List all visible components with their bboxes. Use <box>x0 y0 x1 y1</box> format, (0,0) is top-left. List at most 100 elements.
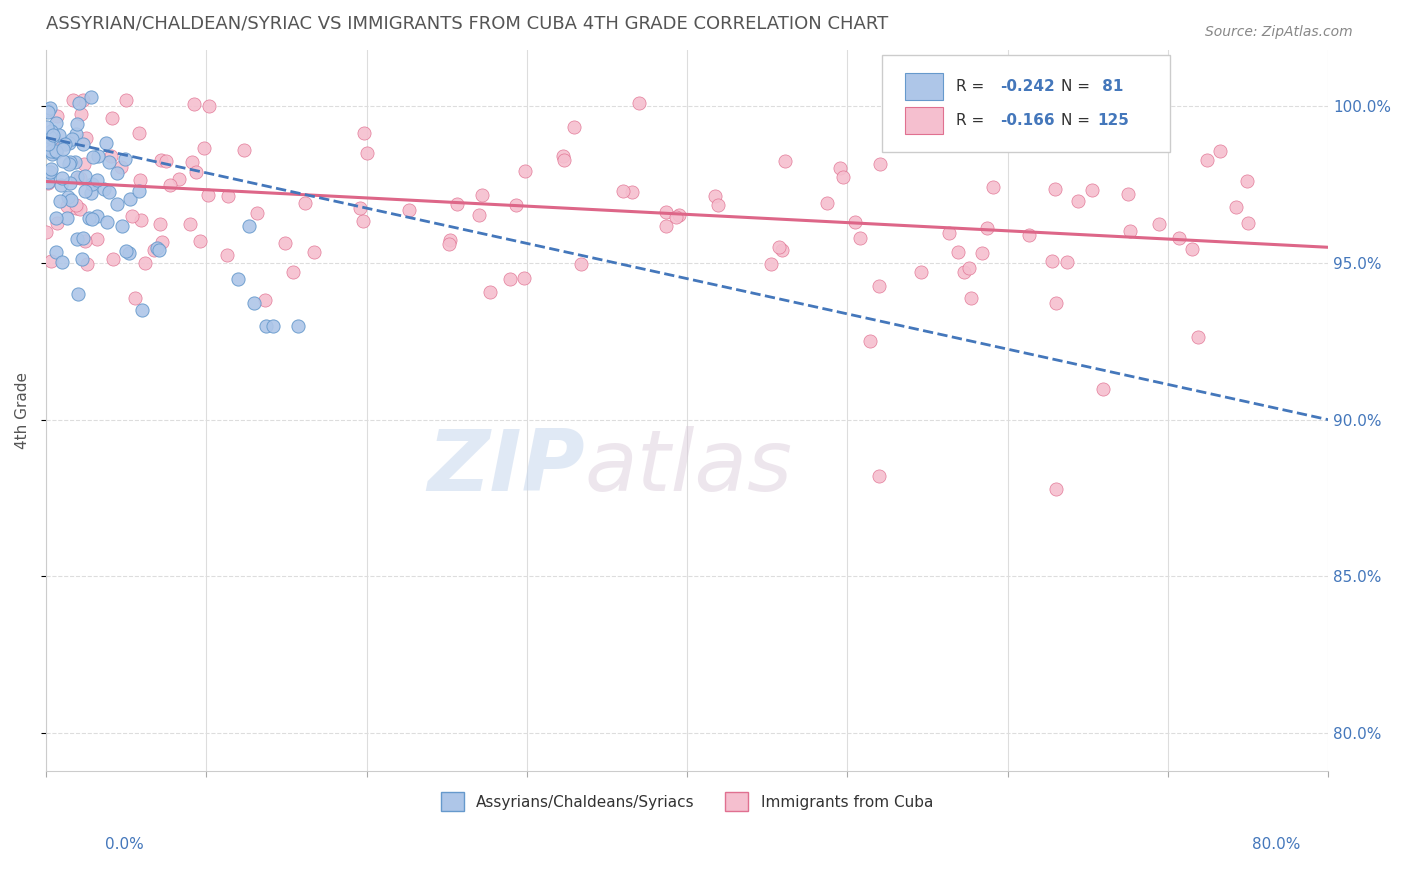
Point <box>39 101 62 115</box>
Point <box>37 175 59 189</box>
Point <box>957 260 980 275</box>
Point <box>51 142 73 156</box>
Point <box>287 318 309 333</box>
Point <box>82 150 104 164</box>
Point <box>128 173 150 187</box>
Point <box>114 93 136 107</box>
Point <box>114 244 136 258</box>
Point <box>1045 482 1067 496</box>
Text: ASSYRIAN/CHALDEAN/SYRIAC VS IMMIGRANTS FROM CUBA 4TH GRADE CORRELATION CHART: ASSYRIAN/CHALDEAN/SYRIAC VS IMMIGRANTS F… <box>46 15 889 33</box>
Point <box>183 97 205 112</box>
Point <box>58 136 80 150</box>
Text: R =: R = <box>956 113 990 128</box>
Point <box>37 140 59 154</box>
Point <box>75 234 97 248</box>
Point <box>60 131 83 145</box>
Point <box>53 137 76 152</box>
Point <box>72 137 94 152</box>
Point <box>56 199 79 213</box>
Point <box>51 254 73 268</box>
Text: Source: ZipAtlas.com: Source: ZipAtlas.com <box>1205 25 1353 39</box>
Point <box>439 237 461 252</box>
Point <box>1116 187 1139 202</box>
Point <box>75 169 97 184</box>
Point <box>612 184 634 198</box>
Point <box>45 116 67 130</box>
Point <box>439 234 461 248</box>
Point <box>274 236 297 251</box>
Point <box>150 235 173 249</box>
Point <box>562 120 585 135</box>
Point <box>970 246 993 260</box>
Point <box>188 234 211 248</box>
Point <box>1081 183 1104 197</box>
Point <box>302 244 325 259</box>
Point <box>1067 194 1090 209</box>
Point <box>571 257 593 271</box>
Point <box>37 176 59 190</box>
Point <box>48 128 70 142</box>
Point <box>513 271 536 285</box>
Point <box>87 149 110 163</box>
FancyBboxPatch shape <box>882 55 1170 153</box>
Point <box>948 245 970 260</box>
Point <box>86 232 108 246</box>
Point <box>101 111 124 125</box>
Point <box>768 239 790 253</box>
Point <box>294 195 316 210</box>
Point <box>262 318 284 333</box>
Point <box>1024 130 1046 145</box>
Point <box>352 214 374 228</box>
Point <box>770 243 793 257</box>
Point <box>1045 296 1067 310</box>
Point <box>66 117 89 131</box>
Point <box>468 207 491 221</box>
Point <box>124 291 146 305</box>
Point <box>66 169 89 184</box>
Point <box>66 287 89 301</box>
Point <box>69 202 91 217</box>
Text: 80.0%: 80.0% <box>1253 838 1301 852</box>
Point <box>73 157 96 171</box>
Bar <box>905 107 943 134</box>
Point <box>37 140 59 154</box>
Point <box>72 93 94 107</box>
Point <box>65 198 87 212</box>
Point <box>1092 382 1115 396</box>
Point <box>217 188 239 202</box>
Point <box>849 230 872 244</box>
Point <box>35 225 58 239</box>
Text: N =: N = <box>1062 79 1091 94</box>
Text: ZIP: ZIP <box>427 426 585 509</box>
Point <box>39 124 62 138</box>
Point <box>1043 182 1066 196</box>
Point <box>242 296 264 310</box>
Point <box>79 90 101 104</box>
Point <box>72 252 94 267</box>
Point <box>668 208 690 222</box>
Point <box>41 130 63 145</box>
Point <box>1168 231 1191 245</box>
Point <box>759 257 782 271</box>
Text: R =: R = <box>956 79 990 94</box>
Point <box>96 215 118 229</box>
Point <box>37 103 59 118</box>
Point <box>51 170 73 185</box>
Point <box>181 155 204 169</box>
Point <box>38 129 60 144</box>
Point <box>80 177 103 191</box>
Point <box>98 185 121 199</box>
Point <box>246 205 269 219</box>
Point <box>114 152 136 166</box>
Point <box>868 469 890 483</box>
Point <box>953 265 976 279</box>
Point <box>621 185 644 199</box>
Point <box>1209 144 1232 158</box>
Point <box>217 248 239 262</box>
Point <box>627 96 650 111</box>
Point <box>49 194 72 208</box>
Point <box>983 180 1005 194</box>
Point <box>76 257 98 271</box>
Point <box>478 285 501 300</box>
Point <box>349 202 371 216</box>
